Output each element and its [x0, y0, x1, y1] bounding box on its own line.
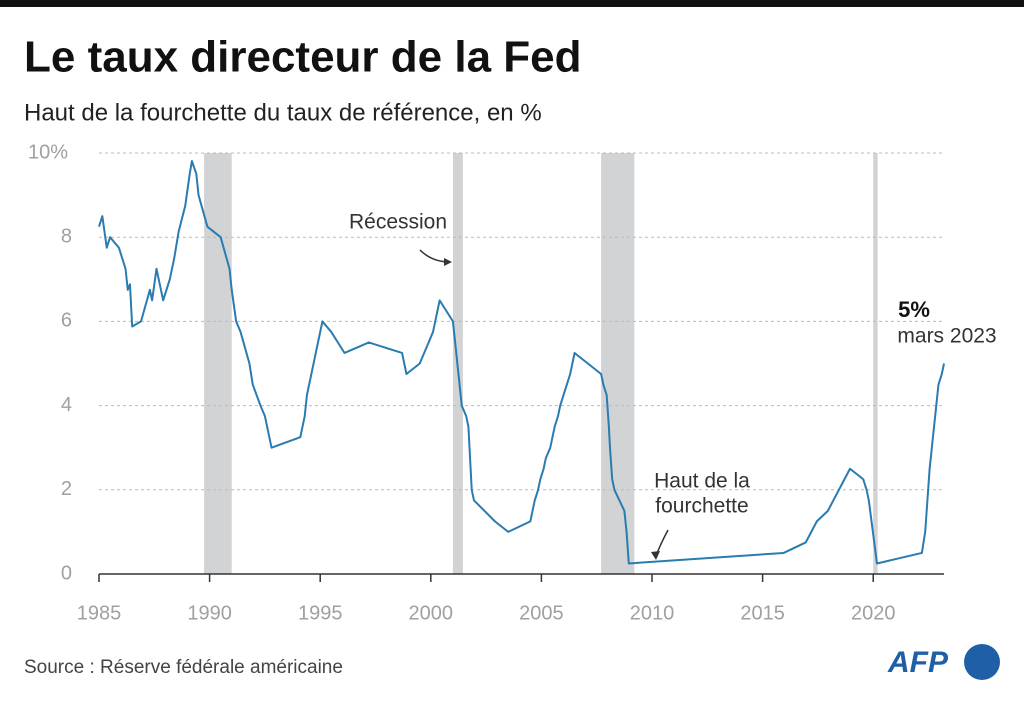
annotation: Haut de la [654, 470, 750, 493]
recession-band [601, 153, 635, 574]
source: Source : Réserve fédérale américaine [24, 657, 343, 678]
x-tick-label: 1990 [187, 602, 232, 624]
value-label: 5% [898, 297, 930, 322]
data-line [98, 159, 945, 565]
chart-title: Le taux directeur de la Fed [24, 33, 582, 82]
y-tick-label: 2 [61, 478, 72, 500]
chart-subtitle: Haut de la fourchette du taux de référen… [24, 99, 542, 126]
plot: 0 2 4 6 8 10% 1985 1990 1995 2000 2005 2010 2015 2020… [28, 141, 997, 624]
y-tick-label: 4 [61, 394, 72, 416]
logo-circle [964, 644, 1000, 680]
annotation: mars 2023 [897, 325, 996, 348]
x-tick-label: 2020 [851, 602, 896, 624]
top-bar [0, 0, 1024, 7]
y-tick-label: 0 [61, 562, 72, 584]
recession-band [204, 153, 232, 574]
y-tick-label: 10% [28, 141, 68, 163]
x-tick-label: 2010 [630, 602, 675, 624]
logo: AFP [887, 646, 949, 679]
arrowhead [651, 551, 660, 560]
annotation: Récession [349, 211, 447, 234]
annotation: fourchette [655, 495, 748, 518]
x-tick-label: 2015 [740, 602, 785, 624]
x-tick-label: 1985 [77, 602, 122, 624]
x-tick-label: 2005 [519, 602, 564, 624]
recession-band [873, 153, 878, 574]
x-tick-label: 1995 [298, 602, 343, 624]
y-tick-label: 8 [61, 225, 72, 247]
y-tick-label: 6 [61, 310, 72, 332]
arrowhead [444, 258, 452, 266]
x-tick-label: 2000 [409, 602, 454, 624]
